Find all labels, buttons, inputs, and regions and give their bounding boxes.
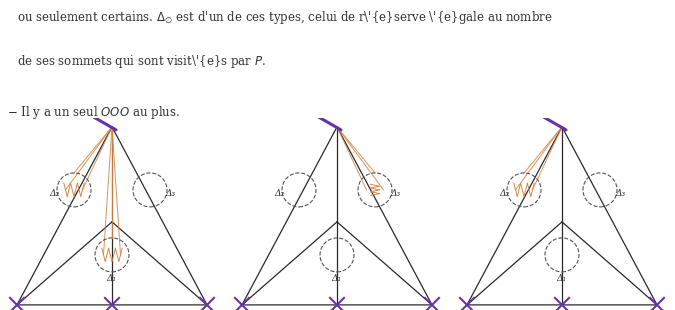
Text: Δ₁: Δ₁ <box>331 274 341 283</box>
Text: Δ₁: Δ₁ <box>106 274 116 283</box>
Text: Δ₃: Δ₃ <box>615 189 625 198</box>
Text: $-$ Il y a un seul $\mathit{OOO}$ au plus.: $-$ Il y a un seul $\mathit{OOO}$ au plu… <box>7 104 180 121</box>
Text: Δ₃: Δ₃ <box>390 189 400 198</box>
Text: Δ₂: Δ₂ <box>274 189 284 198</box>
Text: de ses sommets qui sont visit\'{e}s par $P$.: de ses sommets qui sont visit\'{e}s par … <box>17 53 266 70</box>
Text: Δ₁: Δ₁ <box>556 274 566 283</box>
Text: Δ₃: Δ₃ <box>165 189 175 198</box>
Text: ou seulement certains. $\Delta_\emptyset$ est d'un de ces types, celui de r\'{e}: ou seulement certains. $\Delta_\emptyset… <box>17 9 553 26</box>
Text: Δ₂: Δ₂ <box>499 189 509 198</box>
Text: Δ₂: Δ₂ <box>49 189 59 198</box>
